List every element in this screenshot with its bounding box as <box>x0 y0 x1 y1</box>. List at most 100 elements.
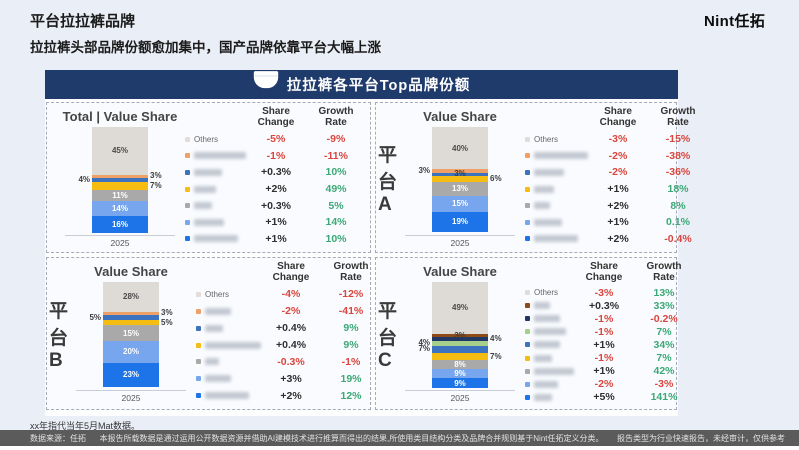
bar-segment <box>103 314 160 321</box>
share-change-value: +2% <box>607 199 629 212</box>
chart-banner: 拉拉裤各平台Top品牌份额 <box>45 70 678 99</box>
growth-rate-value: -0.4% <box>664 232 692 245</box>
legend-name-cell <box>525 341 574 349</box>
growth-rate-value: 42% <box>653 365 675 378</box>
legend-row: +5% 141% <box>525 391 694 404</box>
legend-dot <box>196 359 202 365</box>
redacted-brand-name <box>534 218 563 226</box>
legend-name-cell <box>196 341 262 349</box>
legend-name-cell <box>525 152 589 160</box>
table-header: Share Change Growth Rate <box>525 260 694 284</box>
growth-rate-value: 14% <box>325 216 347 229</box>
growth-rate-value: 49% <box>325 183 347 196</box>
bar-segment-label: 4% <box>418 338 431 348</box>
legend-dot <box>525 153 531 159</box>
redacted-brand-name <box>534 315 561 323</box>
bar-segment <box>432 169 489 173</box>
legend-name-cell <box>525 328 574 336</box>
redacted-brand-name <box>205 375 232 383</box>
bar-segment-label: 5% <box>161 317 173 327</box>
panel-title: Value Share <box>94 263 168 279</box>
share-change-header: Share Change <box>257 105 295 128</box>
quadrant-platform-b: 平台B Value Share 28% 15% 20% 23% 3% 5% 5% 2025 Shar… <box>46 257 371 410</box>
legend-row: +2% -0.4% <box>525 230 708 247</box>
panel-title: Total | Value Share <box>62 108 178 124</box>
legend-name-cell <box>525 302 574 310</box>
panel-title: Value Share <box>423 108 497 124</box>
share-change-value: -5% <box>266 133 286 146</box>
growth-rate-value: -0.2% <box>650 312 678 325</box>
share-change-value: -1% <box>594 352 614 365</box>
growth-rate-header: Growth Rate <box>646 260 682 283</box>
legend-name-cell <box>196 358 261 366</box>
bar-segment: 14% <box>92 201 148 216</box>
legend-table: Share Change Growth Rate Others -5% -9% -1% -1… <box>183 105 366 250</box>
legend-dot <box>185 136 190 142</box>
legend-dot <box>185 153 190 159</box>
legend-dot <box>196 376 202 382</box>
growth-rate-value: -36% <box>665 166 691 179</box>
growth-rate-value: 10% <box>325 232 347 245</box>
legend-row: -2% -41% <box>196 303 381 320</box>
legend-dot <box>525 136 531 142</box>
legend-rows: Others -3% 13% +0.3% 33% -1% -0.2% -1% 7% +1% 34% -… <box>525 284 694 407</box>
redacted-brand-name <box>194 152 246 160</box>
legend-dot <box>185 169 190 175</box>
legend-name-cell <box>185 235 246 243</box>
platform-label: 平台B <box>49 300 69 371</box>
footer-source: 数据来源：任拓 <box>30 433 86 443</box>
growth-rate-value: 7% <box>656 352 672 365</box>
stacked-bar: 28% 15% 20% 23% <box>103 282 160 387</box>
bar-segment: 45% <box>92 127 148 175</box>
redacted-brand-name <box>205 341 262 349</box>
legend-dot <box>525 342 531 348</box>
bar-segment <box>432 341 489 346</box>
legend-name-cell <box>185 218 246 226</box>
legend-row: -1% 7% <box>525 352 694 365</box>
legend-row: +0.3% 10% <box>185 164 366 181</box>
redacted-brand-name <box>534 185 555 193</box>
banner-title: 拉拉裤各平台Top品牌份额 <box>286 78 471 94</box>
stacked-bar: 49% 8% 9% 9% <box>432 282 489 388</box>
legend-dot <box>525 219 531 225</box>
redacted-brand-name <box>534 235 579 243</box>
table-header: Share Change Growth Rate <box>185 105 366 129</box>
bar-segment <box>103 311 160 315</box>
legend-name-cell: Others <box>185 135 246 144</box>
legend-name-cell <box>196 392 261 400</box>
bar-segment: 49% <box>432 282 489 334</box>
redacted-brand-name <box>534 168 565 176</box>
x-axis-label: 2025 <box>450 393 470 403</box>
legend-name-cell <box>525 235 588 243</box>
redacted-brand-name <box>534 302 551 310</box>
report-card: 拉拉裤各平台Top品牌份额 Total | Value Share 45% 11% 1… <box>45 70 696 416</box>
legend-dot <box>196 308 202 314</box>
bar-segment: 19% <box>432 211 489 232</box>
share-change-value: +1% <box>593 365 615 378</box>
bar-wrap: 28% 15% 20% 23% 3% 5% 5% <box>68 282 194 391</box>
legend-name-cell <box>196 307 261 315</box>
legend-dot <box>196 393 202 399</box>
growth-rate-value: 34% <box>653 338 675 351</box>
bar-segment: 20% <box>103 341 160 363</box>
legend-name-cell: Others <box>525 135 588 144</box>
legend-dot <box>196 325 202 331</box>
bar-segment: 16% <box>92 215 148 233</box>
growth-rate-value: 19% <box>340 372 362 385</box>
bar-segment-label: 7% <box>490 351 502 361</box>
legend-table: Share Change Growth Rate Others -3% -15% -2% -… <box>523 105 708 250</box>
legend-name-cell <box>525 393 574 401</box>
legend-dot <box>525 290 531 296</box>
bar-segment-label: 4% <box>78 175 90 184</box>
bar-segment-label: 3% <box>454 330 466 340</box>
growth-rate-value: 8% <box>670 199 686 212</box>
legend-row: +1% 34% <box>525 338 694 351</box>
redacted-brand-name <box>205 307 232 315</box>
share-change-value: +2% <box>280 389 302 402</box>
bar-segment <box>103 320 160 326</box>
growth-rate-value: 9% <box>343 339 359 351</box>
legend-dot <box>185 186 190 192</box>
share-change-value: +5% <box>593 391 615 404</box>
share-change-value: -2% <box>281 305 301 318</box>
redacted-brand-name <box>534 341 561 349</box>
